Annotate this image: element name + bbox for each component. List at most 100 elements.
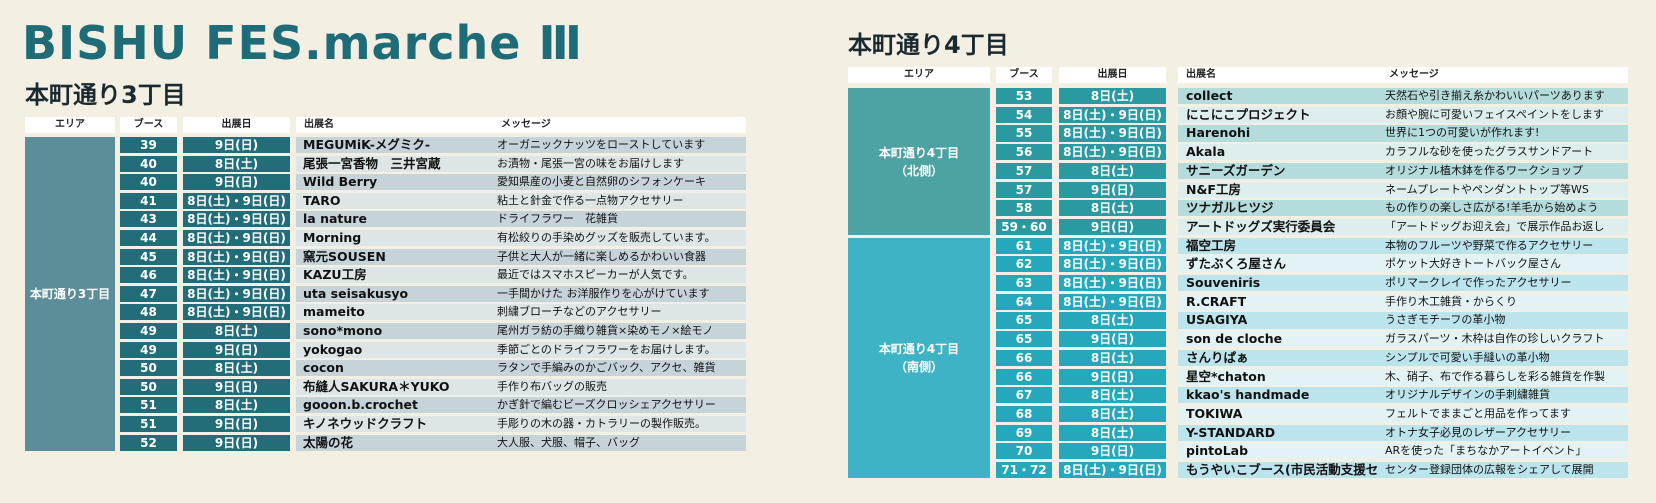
date: 8日(土)・9日(日) [1059, 275, 1166, 292]
booth: 56 [996, 144, 1052, 161]
row-band: N&F工房 ネームプレートやペンダントトップ等WS [1178, 181, 1628, 198]
row-band: ツナガルヒツジ もの作りの楽しさ広がる!羊毛から始めよう [1178, 200, 1628, 217]
booth: 41 [120, 192, 177, 209]
message: 最近ではスマホスピーカーが人気です。 [497, 268, 694, 282]
column-header: 出展名 [1178, 67, 1381, 83]
row-band: ずたぶくろ屋さん ポケット大好きトートバック屋さん [1178, 256, 1628, 273]
row-band: R.CRAFT 手作り木工雑貨・からくり [1178, 293, 1628, 310]
area-cell: 本町通り3丁目 [25, 137, 115, 451]
booth: 61 [996, 237, 1052, 254]
booth: 47 [120, 285, 177, 302]
exhibitor-name: pintoLab [1186, 443, 1249, 459]
date: 8日(土)・9日(日) [1059, 462, 1166, 479]
date: 8日(土) [183, 323, 290, 340]
row-band: 窯元SOUSEN 子供と大人が一緒に楽しめるかわいい食器 [296, 248, 746, 265]
date: 8日(土) [183, 360, 290, 377]
row-band: MEGUMiK-メグミク- オーガニックナッツをローストしています [296, 137, 746, 154]
booth: 44 [120, 230, 177, 247]
date: 8日(土)・9日(日) [183, 248, 290, 265]
row-band: Harenohi 世界に1つの可愛いが作れます! [1178, 125, 1628, 142]
exhibitor-name: ずたぶくろ屋さん [1186, 256, 1287, 272]
row-band: サニーズガーデン オリジナル植木鉢を作るワークショップ [1178, 162, 1628, 179]
date: 9日(日) [183, 137, 290, 154]
date: 9日(日) [1059, 443, 1166, 460]
booth: 49 [120, 323, 177, 340]
message: うさぎモチーフの革小物 [1385, 313, 1506, 327]
exhibitor-name: もうやいこブース(市民活動支援センター) [1186, 462, 1379, 477]
message: センター登録団体の広報をシェアして展開 [1385, 463, 1594, 476]
section-heading: 本町通り4丁目 [848, 31, 1009, 59]
exhibitor-name: 窯元SOUSEN [303, 248, 386, 264]
exhibitor-name: Akala [1186, 144, 1226, 160]
column-header: ブース [996, 67, 1052, 83]
area-label: 本町通り4丁目 [878, 145, 960, 160]
row-band: 布縫人SAKURA＊YUKO 手作り布バッグの販売 [296, 378, 746, 395]
booth: 53 [996, 88, 1052, 105]
exhibitor-name: collect [1186, 88, 1233, 103]
column-header: エリア [848, 67, 990, 83]
date: 9日(日) [183, 341, 290, 358]
row-band: sono*mono 尾州ガラ紡の手織り雑貨×染めモノ×絵モノ [296, 323, 746, 340]
exhibitor-name: TOKIWA [1186, 405, 1243, 421]
message: 粘土と針金で作る一点物アクセサリー [497, 193, 684, 207]
booth: 49 [120, 341, 177, 358]
date: 8日(土) [1059, 424, 1166, 441]
row-band: Morning 有松絞りの手染めグッズを販売しています。 [296, 230, 746, 247]
exhibitor-name: 尾張一宮香物 三井宮蔵 [303, 155, 441, 171]
exhibitor-name: yokogao [303, 341, 363, 357]
booth: 54 [996, 106, 1052, 123]
booth: 39 [120, 137, 177, 154]
booth: 69 [996, 424, 1052, 441]
exhibitor-name: にこにこプロジェクト [1186, 106, 1311, 122]
row-band: アートドッグズ実行委員会 「アートドッグお迎え会」で展示作品お返し [1178, 218, 1628, 236]
section-heading: 本町通り3丁目 [25, 81, 186, 109]
message: ポケット大好きトートバック屋さん [1385, 257, 1561, 271]
row-band: 太陽の花 大人服、犬服、帽子、バッグ [296, 434, 746, 451]
row-band: キノネウッドクラフト 手彫りの木の器・カトラリーの製作販売。 [296, 416, 746, 433]
row-band: Y-STANDARD オトナ女子必見のレザーアクセサリー [1178, 424, 1628, 441]
exhibitor-name: キノネウッドクラフト [303, 416, 428, 431]
message: 天然石や引き揃え糸かわいいパーツあります [1385, 89, 1605, 102]
booth: 50 [120, 360, 177, 377]
area-label: （南側） [894, 359, 943, 374]
column-header: 出展日 [183, 117, 290, 133]
message: 本物のフルーツや野菜で作るアクセサリー [1385, 238, 1594, 252]
date: 9日(日) [1059, 218, 1166, 236]
date: 8日(土) [1059, 405, 1166, 423]
exhibitor-name: Morning [303, 230, 362, 245]
column-header: エリア [25, 117, 115, 133]
exhibitor-name: さんりぱぁ [1186, 349, 1249, 365]
booth: 46 [120, 267, 177, 284]
message: 尾州ガラ紡の手織り雑貨×染めモノ×絵モノ [497, 324, 714, 337]
date: 8日(土) [1059, 162, 1166, 179]
date: 8日(土) [1059, 88, 1166, 105]
exhibitor-name: kkao's handmade [1186, 387, 1310, 403]
message: オリジナル植木鉢を作るワークショップ [1385, 163, 1583, 177]
booth: 70 [996, 443, 1052, 460]
exhibitor-name: TARO [303, 192, 341, 208]
row-band: TARO 粘土と針金で作る一点物アクセサリー [296, 192, 746, 209]
row-band: KAZU工房 最近ではスマホスピーカーが人気です。 [296, 267, 746, 284]
date: 8日(土)・9日(日) [1059, 237, 1166, 254]
booth: 51 [120, 416, 177, 433]
exhibitor-name: mameito [303, 304, 365, 320]
date: 9日(日) [183, 378, 290, 395]
row-band: Wild Berry 愛知県産の小麦と自然卵のシフォンケーキ [296, 174, 746, 191]
exhibitor-name: 太陽の花 [303, 434, 354, 450]
message: ARを使った「まちなかアートイベント」 [1385, 444, 1587, 458]
booth: 58 [996, 200, 1052, 217]
message: 刺繍ブローチなどのアクセサリー [497, 305, 662, 319]
row-band: kkao's handmade オリジナルデザインの手刺繍雑貨 [1178, 387, 1628, 404]
booth: 65 [996, 312, 1052, 329]
row-band: gooon.b.crochet かぎ針で編むビーズクロッシェアクセサリー [296, 397, 746, 414]
row-band: yokogao 季節ごとのドライフラワーをお届けします。 [296, 341, 746, 358]
row-band: USAGIYA うさぎモチーフの革小物 [1178, 312, 1628, 329]
message: 世界に1つの可愛いが作れます! [1385, 126, 1540, 140]
booth: 52 [120, 434, 177, 451]
exhibitor-name: Harenohi [1186, 125, 1251, 141]
exhibitor-name: 福空工房 [1186, 237, 1237, 253]
booth: 45 [120, 248, 177, 265]
message: 手作り木工雑貨・からくり [1385, 294, 1517, 308]
area-cell: 本町通り4丁目 （北側） [848, 88, 990, 236]
